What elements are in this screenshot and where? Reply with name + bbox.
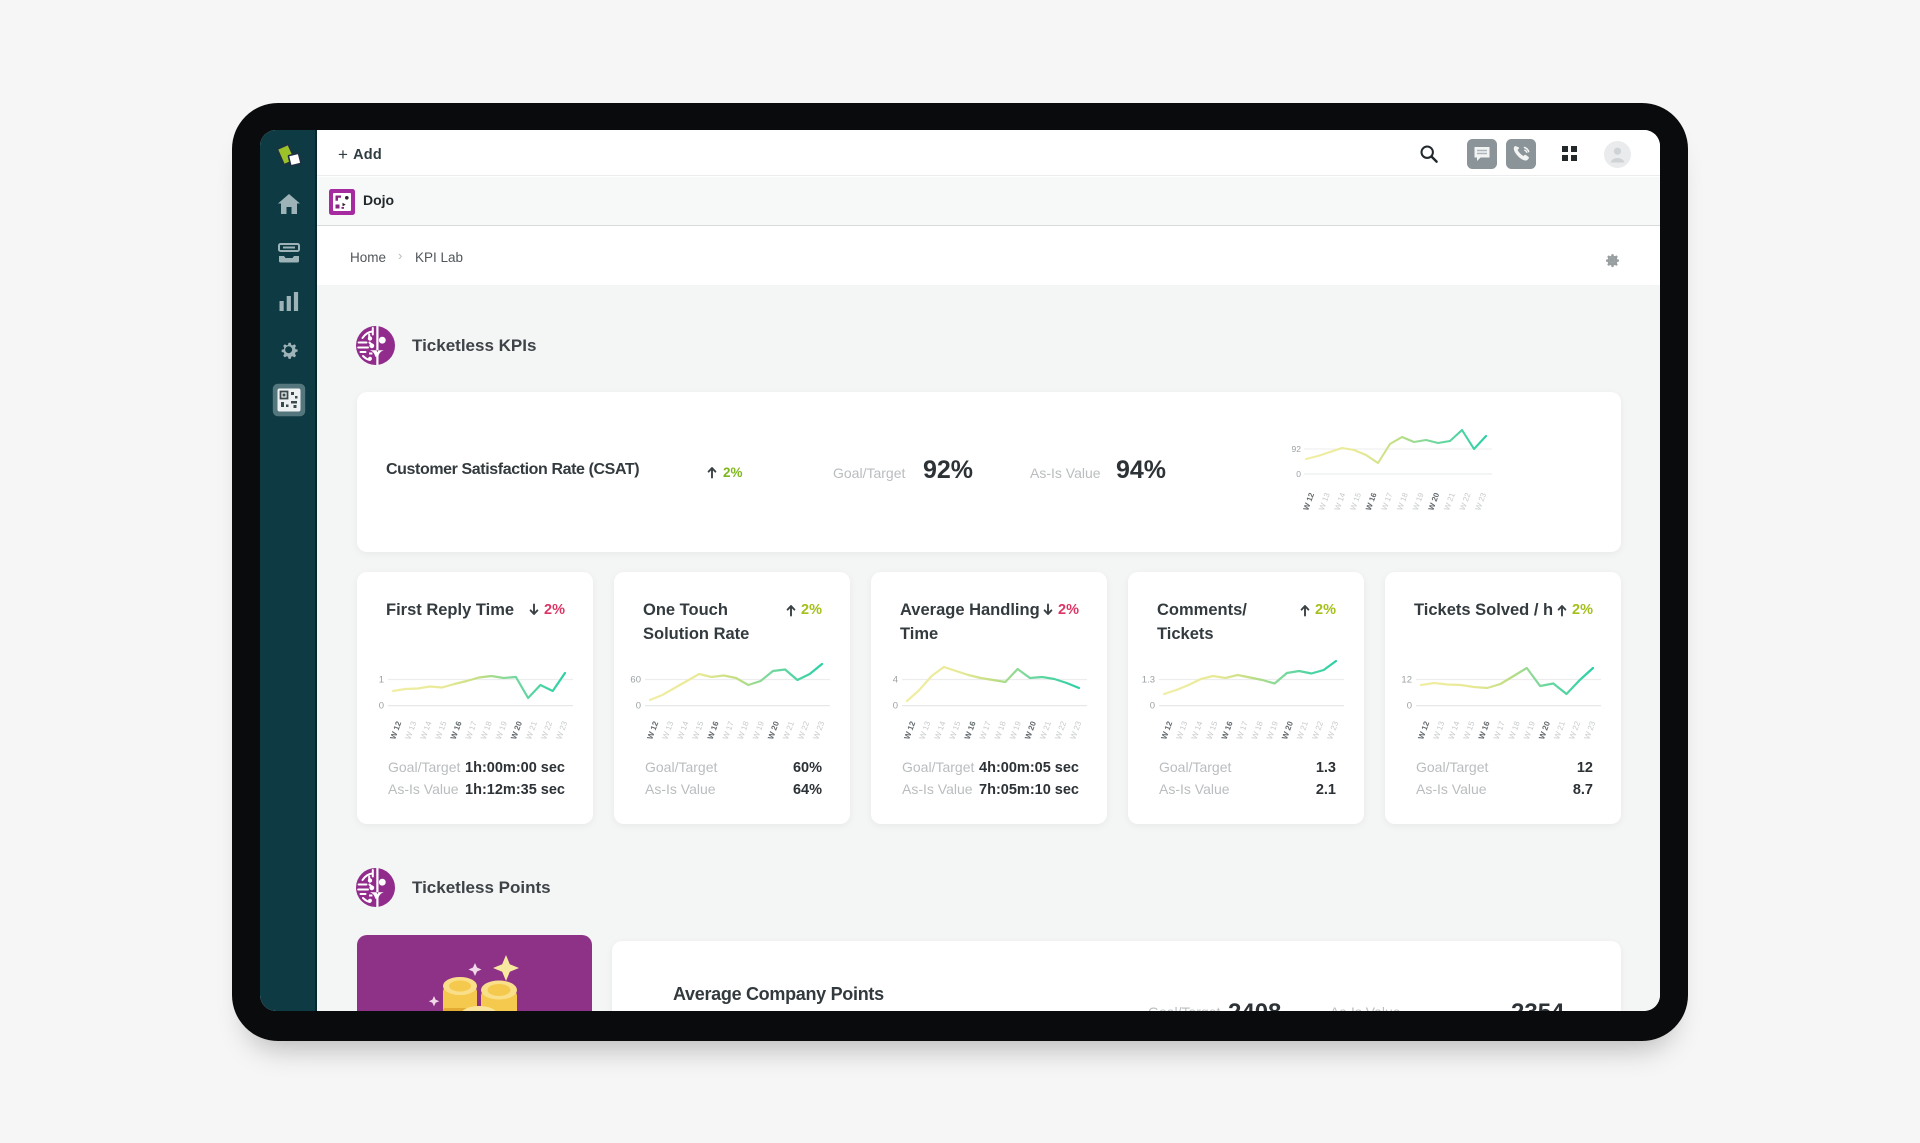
svg-text:W 14: W 14: [1333, 491, 1348, 512]
svg-text:W 15: W 15: [434, 720, 449, 741]
svg-text:W 16: W 16: [1477, 720, 1492, 741]
svg-text:W 21: W 21: [1038, 720, 1053, 741]
svg-text:W 12: W 12: [1159, 720, 1174, 741]
svg-text:W 20: W 20: [1427, 491, 1442, 512]
svg-text:W 14: W 14: [1190, 720, 1205, 741]
svg-text:W 20: W 20: [1023, 720, 1038, 741]
svg-text:W 19: W 19: [751, 720, 766, 741]
svg-text:0: 0: [1407, 701, 1412, 712]
svg-text:W 12: W 12: [902, 720, 917, 741]
svg-text:4: 4: [893, 675, 898, 686]
svg-text:W 15: W 15: [948, 720, 963, 741]
svg-text:W 22: W 22: [1567, 720, 1582, 741]
svg-text:W 22: W 22: [539, 720, 554, 741]
svg-text:W 16: W 16: [1220, 720, 1235, 741]
svg-text:W 21: W 21: [524, 720, 539, 741]
svg-text:W 23: W 23: [554, 720, 569, 741]
svg-text:W 19: W 19: [1411, 492, 1426, 512]
svg-text:W 15: W 15: [691, 720, 706, 741]
svg-text:W 22: W 22: [796, 720, 811, 741]
svg-text:W 23: W 23: [1582, 720, 1597, 741]
svg-text:W 23: W 23: [1473, 492, 1488, 512]
svg-text:W 18: W 18: [479, 720, 494, 741]
svg-text:W 19: W 19: [1265, 720, 1280, 741]
svg-text:W 20: W 20: [509, 720, 524, 741]
svg-text:W 21: W 21: [1295, 720, 1310, 741]
svg-text:W 17: W 17: [1380, 492, 1395, 512]
svg-text:W 18: W 18: [1395, 492, 1410, 512]
svg-text:0: 0: [1150, 701, 1155, 712]
svg-text:W 17: W 17: [978, 720, 993, 741]
svg-text:W 19: W 19: [1522, 720, 1537, 741]
svg-text:92: 92: [1292, 444, 1302, 454]
svg-text:W 16: W 16: [706, 720, 721, 741]
svg-text:W 13: W 13: [918, 720, 933, 741]
svg-text:W 14: W 14: [419, 720, 434, 741]
svg-text:W 14: W 14: [933, 720, 948, 741]
svg-text:W 16: W 16: [1364, 491, 1379, 512]
svg-text:W 18: W 18: [1250, 720, 1265, 741]
svg-text:W 21: W 21: [781, 720, 796, 741]
svg-text:W 20: W 20: [1280, 720, 1295, 741]
svg-text:W 21: W 21: [1552, 720, 1567, 741]
svg-text:W 18: W 18: [736, 720, 751, 741]
svg-text:0: 0: [1296, 469, 1301, 479]
svg-text:W 23: W 23: [811, 720, 826, 741]
svg-text:W 22: W 22: [1310, 720, 1325, 741]
svg-text:W 19: W 19: [494, 720, 509, 741]
svg-text:60: 60: [630, 675, 641, 686]
svg-text:W 18: W 18: [993, 720, 1008, 741]
svg-text:W 16: W 16: [963, 720, 978, 741]
svg-text:W 17: W 17: [1492, 720, 1507, 741]
svg-text:W 23: W 23: [1068, 720, 1083, 741]
svg-text:W 19: W 19: [1008, 720, 1023, 741]
svg-text:W 22: W 22: [1053, 720, 1068, 741]
svg-text:W 15: W 15: [1462, 720, 1477, 741]
svg-text:W 13: W 13: [1432, 720, 1447, 741]
svg-text:W 17: W 17: [464, 720, 479, 741]
svg-text:W 20: W 20: [766, 720, 781, 741]
svg-text:W 18: W 18: [1507, 720, 1522, 741]
svg-text:W 14: W 14: [1447, 720, 1462, 741]
svg-text:1.3: 1.3: [1142, 675, 1155, 686]
svg-text:W 23: W 23: [1325, 720, 1340, 741]
svg-text:W 15: W 15: [1205, 720, 1220, 741]
svg-text:W 13: W 13: [404, 720, 419, 741]
svg-text:W 22: W 22: [1458, 492, 1473, 512]
svg-text:W 20: W 20: [1537, 720, 1552, 741]
svg-text:W 21: W 21: [1442, 492, 1457, 512]
svg-text:W 12: W 12: [1416, 720, 1431, 741]
svg-text:W 17: W 17: [1235, 720, 1250, 741]
svg-text:W 13: W 13: [1175, 720, 1190, 741]
svg-text:W 15: W 15: [1348, 491, 1363, 512]
svg-text:0: 0: [636, 701, 641, 712]
svg-text:W 16: W 16: [449, 720, 464, 741]
svg-text:W 14: W 14: [676, 720, 691, 741]
svg-text:W 12: W 12: [1301, 491, 1316, 512]
svg-text:12: 12: [1401, 675, 1412, 686]
svg-text:1: 1: [379, 675, 384, 686]
svg-text:W 13: W 13: [661, 720, 676, 741]
svg-text:0: 0: [893, 701, 898, 712]
svg-text:W 12: W 12: [388, 720, 403, 741]
svg-text:W 12: W 12: [645, 720, 660, 741]
svg-text:W 13: W 13: [1317, 492, 1332, 512]
svg-text:W 17: W 17: [721, 720, 736, 741]
svg-text:0: 0: [379, 701, 384, 712]
